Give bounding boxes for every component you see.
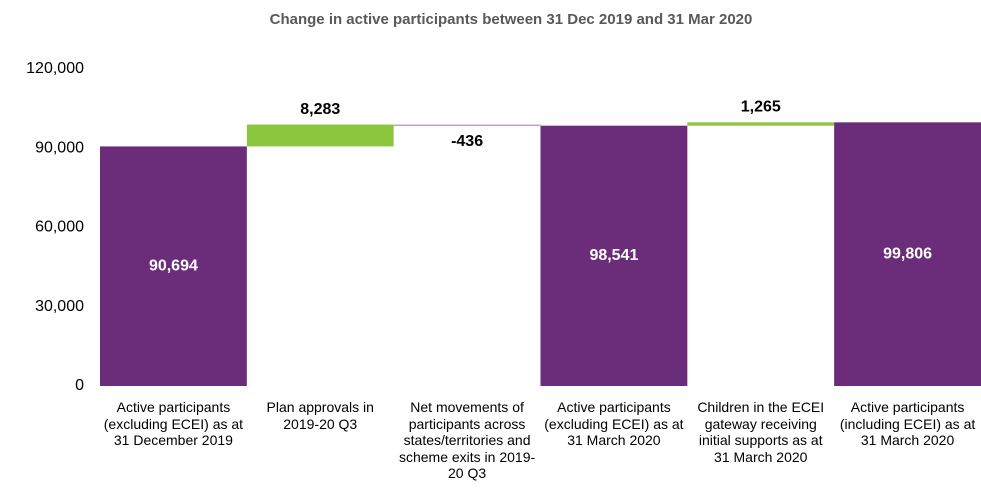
bar [100, 146, 247, 386]
data-label: 8,283 [300, 101, 340, 118]
x-tick-label: Net movements of participants across sta… [398, 399, 536, 481]
bar [687, 122, 835, 126]
x-tick-label: Active participants (excluding ECEI) as … [103, 399, 244, 448]
data-label: 1,265 [741, 99, 781, 116]
bar [246, 124, 394, 147]
y-tick-label: 30,000 [35, 298, 84, 315]
y-tick-label: 0 [75, 377, 84, 394]
bar [393, 124, 541, 127]
bar [834, 122, 981, 386]
bar [540, 125, 688, 386]
data-label: 98,541 [589, 247, 638, 264]
x-tick-label: Active participants (excluding ECEI) as … [544, 399, 684, 448]
data-label: -436 [451, 133, 483, 150]
y-tick-label: 90,000 [35, 139, 84, 156]
x-tick-label: Active participants (including ECEI) as … [839, 399, 976, 448]
x-tick-label: Plan approvals in 2019-20 Q3 [266, 399, 374, 432]
chart-title: Change in active participants between 31… [270, 11, 753, 28]
x-tick-label: Children in the ECEI gateway receiving i… [697, 399, 825, 465]
data-label: 99,806 [883, 245, 932, 262]
y-tick-label: 60,000 [35, 219, 84, 236]
data-label: 90,694 [149, 257, 198, 274]
y-tick-label: 120,000 [26, 60, 84, 77]
